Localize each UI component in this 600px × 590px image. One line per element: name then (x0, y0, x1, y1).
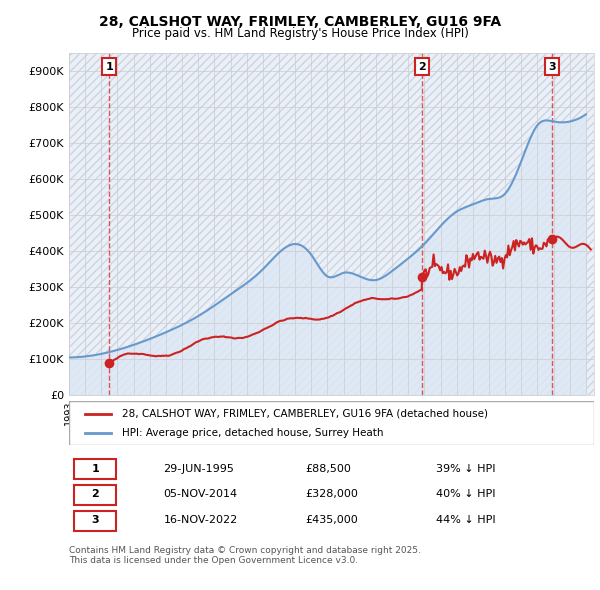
Text: 29-JUN-1995: 29-JUN-1995 (163, 464, 235, 474)
Text: 44% ↓ HPI: 44% ↓ HPI (437, 514, 496, 525)
FancyBboxPatch shape (74, 485, 116, 505)
Text: 39% ↓ HPI: 39% ↓ HPI (437, 464, 496, 474)
FancyBboxPatch shape (69, 401, 594, 445)
Text: 3: 3 (548, 62, 556, 72)
Text: Price paid vs. HM Land Registry's House Price Index (HPI): Price paid vs. HM Land Registry's House … (131, 27, 469, 40)
Text: 3: 3 (91, 514, 99, 525)
Text: £435,000: £435,000 (305, 514, 358, 525)
Text: 28, CALSHOT WAY, FRIMLEY, CAMBERLEY, GU16 9FA: 28, CALSHOT WAY, FRIMLEY, CAMBERLEY, GU1… (99, 15, 501, 29)
Text: £88,500: £88,500 (305, 464, 351, 474)
Text: 40% ↓ HPI: 40% ↓ HPI (437, 489, 496, 499)
Text: Contains HM Land Registry data © Crown copyright and database right 2025.
This d: Contains HM Land Registry data © Crown c… (69, 546, 421, 565)
FancyBboxPatch shape (74, 460, 116, 480)
Text: 2: 2 (91, 489, 99, 499)
Text: 28, CALSHOT WAY, FRIMLEY, CAMBERLEY, GU16 9FA (detached house): 28, CALSHOT WAY, FRIMLEY, CAMBERLEY, GU1… (121, 409, 487, 418)
Text: 05-NOV-2014: 05-NOV-2014 (163, 489, 238, 499)
Text: 1: 1 (91, 464, 99, 474)
FancyBboxPatch shape (74, 510, 116, 531)
Text: 16-NOV-2022: 16-NOV-2022 (163, 514, 238, 525)
Text: HPI: Average price, detached house, Surrey Heath: HPI: Average price, detached house, Surr… (121, 428, 383, 438)
Text: £328,000: £328,000 (305, 489, 358, 499)
Text: 1: 1 (106, 62, 113, 72)
Text: 2: 2 (418, 62, 425, 72)
